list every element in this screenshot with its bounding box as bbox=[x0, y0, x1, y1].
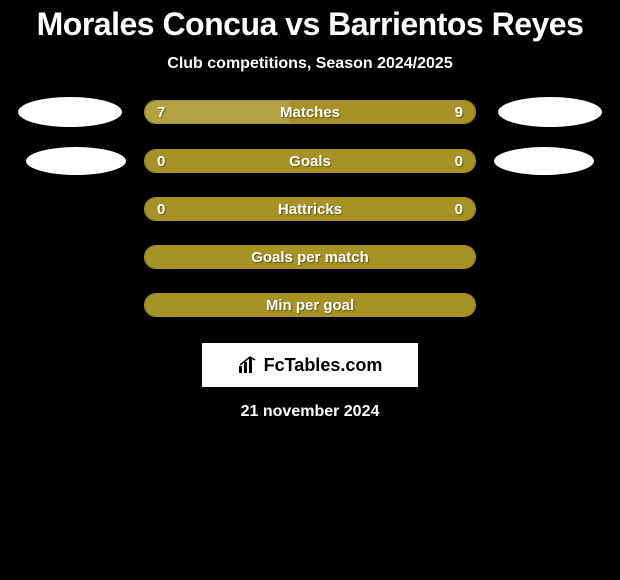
stat-bar: Goals per match bbox=[144, 245, 476, 269]
player-marker-right bbox=[494, 147, 594, 175]
chart-icon bbox=[238, 356, 260, 374]
stat-label: Goals per match bbox=[145, 246, 475, 268]
stat-row: Min per goal bbox=[2, 291, 618, 319]
stat-bar: 79Matches bbox=[144, 100, 476, 124]
stat-row: Goals per match bbox=[2, 243, 618, 271]
date-label: 21 november 2024 bbox=[241, 403, 380, 421]
stat-label: Matches bbox=[145, 101, 475, 123]
player-marker-right bbox=[498, 97, 602, 127]
comparison-infographic: Morales Concua vs Barrientos Reyes Club … bbox=[0, 0, 620, 421]
page-title: Morales Concua vs Barrientos Reyes bbox=[37, 6, 584, 43]
stat-row: 79Matches bbox=[2, 97, 618, 127]
stat-rows-container: 79Matches 00Goals 00Hattricks Goals per mat… bbox=[2, 73, 618, 319]
stat-row: 00Goals bbox=[2, 147, 618, 175]
stat-label: Goals bbox=[145, 150, 475, 172]
logo-text: FcTables.com bbox=[264, 355, 383, 376]
stat-bar: 00Goals bbox=[144, 149, 476, 173]
stat-bar: Min per goal bbox=[144, 293, 476, 317]
stat-label: Hattricks bbox=[145, 198, 475, 220]
logo-box: FcTables.com bbox=[202, 343, 418, 387]
subtitle: Club competitions, Season 2024/2025 bbox=[167, 55, 452, 73]
stat-label: Min per goal bbox=[145, 294, 475, 316]
logo: FcTables.com bbox=[238, 355, 383, 376]
stat-bar: 00Hattricks bbox=[144, 197, 476, 221]
player-marker-left bbox=[26, 147, 126, 175]
player-marker-left bbox=[18, 97, 122, 127]
stat-row: 00Hattricks bbox=[2, 195, 618, 223]
